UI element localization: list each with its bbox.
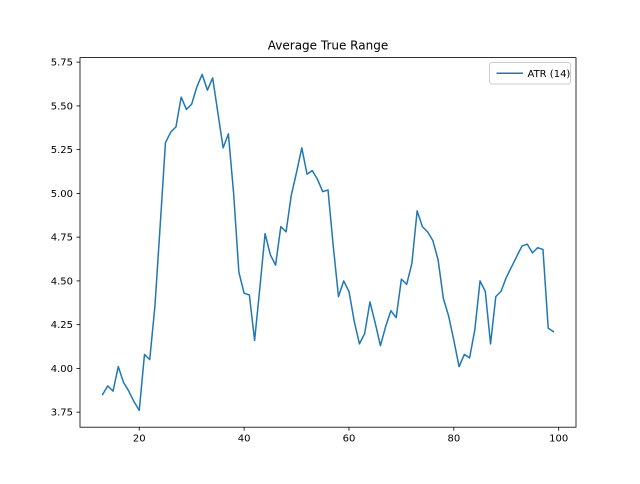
y-tick-label: 4.50 <box>51 276 73 287</box>
axes: 20 40 60 80 100 3.75 4.00 4.25 4.50 4.75 5.00 5.25 5… <box>51 57 577 445</box>
atr-series <box>101 73 555 412</box>
x-tick-label: 80 <box>447 434 460 445</box>
x-tick-label: 100 <box>549 434 568 445</box>
y-tick-label: 5.00 <box>51 189 73 200</box>
x-tick-label: 60 <box>343 434 356 445</box>
y-tick-label: 4.75 <box>51 233 73 244</box>
plot-frame <box>79 57 577 428</box>
y-tick-label: 3.75 <box>51 408 73 419</box>
y-tick-label: 5.25 <box>51 145 73 156</box>
legend-label: ATR (14) <box>528 69 571 80</box>
atr-line <box>101 73 555 412</box>
y-tick-label: 5.50 <box>51 101 73 112</box>
y-tick-label: 4.25 <box>51 320 73 331</box>
legend-box <box>489 62 571 85</box>
legend: ATR (14) <box>489 62 571 85</box>
y-tick-label: 5.75 <box>51 58 73 69</box>
y-tick-label: 4.00 <box>51 364 73 375</box>
x-tick-label: 40 <box>238 434 251 445</box>
x-tick-label: 20 <box>133 434 146 445</box>
chart-title: Average True Range <box>268 39 388 53</box>
